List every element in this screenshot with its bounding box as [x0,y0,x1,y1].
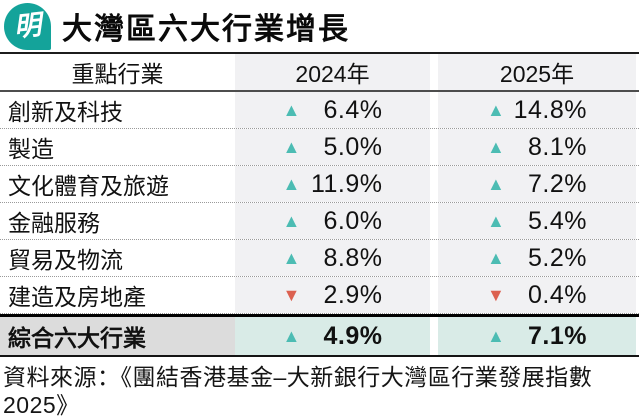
total-value-cell-2025: 7.1% [438,317,636,355]
value-cell-2025: 0.4% [438,277,636,313]
column-header-industry: 重點行業 [71,61,164,87]
trend-up-icon [283,327,303,345]
trend-up-icon [283,175,303,193]
trend-up-icon [487,101,507,119]
trend-up-icon [283,249,303,267]
growth-value: 8.8% [323,243,383,272]
industry-label: 製造 [8,136,54,162]
source-note: 資料來源：《團結香港基金–大新銀行大灣區行業發展指數2025》 [3,364,593,418]
growth-value: 6.4% [323,95,383,124]
industry-label: 金融服務 [8,210,100,236]
column-edge [636,129,639,165]
value-cell-2025: 14.8% [438,92,636,128]
trend-up-icon [487,327,507,345]
industry-label: 文化體育及旅遊 [8,173,169,199]
table-total-row: 綜合六大行業 4.9% 7.1% [0,314,639,357]
column-edge [636,203,639,239]
trend-up-icon [283,138,303,156]
table-row: 貿易及物流 8.8% 5.2% [0,240,639,277]
table-row: 製造 5.0% 8.1% [0,129,639,166]
column-gap [430,203,438,239]
trend-down-icon [487,286,507,304]
growth-value: 0.4% [528,280,587,309]
growth-value: 5.2% [528,243,587,272]
value-cell-2024: 11.9% [235,166,430,202]
logo-character: 明 [12,9,43,43]
value-cell-2024: 8.8% [235,240,430,276]
trend-up-icon [283,101,303,119]
growth-value: 7.1% [528,321,587,350]
growth-value: 5.0% [323,132,383,161]
trend-up-icon [487,175,507,193]
column-gap [430,166,438,202]
growth-value: 7.2% [528,169,587,198]
industry-label: 建造及房地產 [8,284,146,310]
value-cell-2024: 6.0% [235,203,430,239]
column-gap [430,129,438,165]
column-edge [636,277,639,313]
column-edge [636,317,639,355]
total-value-cell-2024: 4.9% [235,317,430,355]
industry-label: 貿易及物流 [8,247,123,273]
column-header-2025: 2025年 [438,54,636,90]
column-gap [430,92,438,128]
growth-value: 14.8% [513,95,587,124]
value-cell-2024: 5.0% [235,129,430,165]
masthead: 明 大灣區六大行業增長 [0,0,639,54]
column-header-2024: 2024年 [235,54,430,90]
trend-up-icon [487,212,507,230]
mingpao-logo-icon: 明 [4,2,51,50]
trend-up-icon [487,249,507,267]
column-edge [636,54,639,90]
growth-table: 重點行業 2024年 2025年 創新及科技 6.4% 14.8% 製造 5.0… [0,54,639,357]
column-gap [430,240,438,276]
column-gap [430,277,438,313]
column-gap [430,54,438,90]
value-cell-2025: 8.1% [438,129,636,165]
trend-down-icon [283,286,303,304]
table-row: 文化體育及旅遊 11.9% 7.2% [0,166,639,203]
table-row: 創新及科技 6.4% 14.8% [0,92,639,129]
page-title: 大灣區六大行業增長 [62,13,350,46]
growth-value: 6.0% [323,206,383,235]
column-edge [636,166,639,202]
value-cell-2024: 2.9% [235,277,430,313]
table-header-row: 重點行業 2024年 2025年 [0,54,639,92]
value-cell-2025: 5.4% [438,203,636,239]
value-cell-2024: 6.4% [235,92,430,128]
growth-value: 4.9% [323,321,383,350]
growth-value: 2.9% [323,280,383,309]
column-gap [430,317,438,355]
industry-label: 創新及科技 [8,99,123,125]
value-cell-2025: 7.2% [438,166,636,202]
table-row: 金融服務 6.0% 5.4% [0,203,639,240]
total-label: 綜合六大行業 [0,317,235,355]
trend-up-icon [487,138,507,156]
growth-value: 8.1% [528,132,587,161]
growth-value: 5.4% [528,206,587,235]
growth-value: 11.9% [310,169,383,198]
trend-up-icon [283,212,303,230]
value-cell-2025: 5.2% [438,240,636,276]
column-edge [636,92,639,128]
table-row: 建造及房地產 2.9% 0.4% [0,277,639,314]
column-edge [636,240,639,276]
